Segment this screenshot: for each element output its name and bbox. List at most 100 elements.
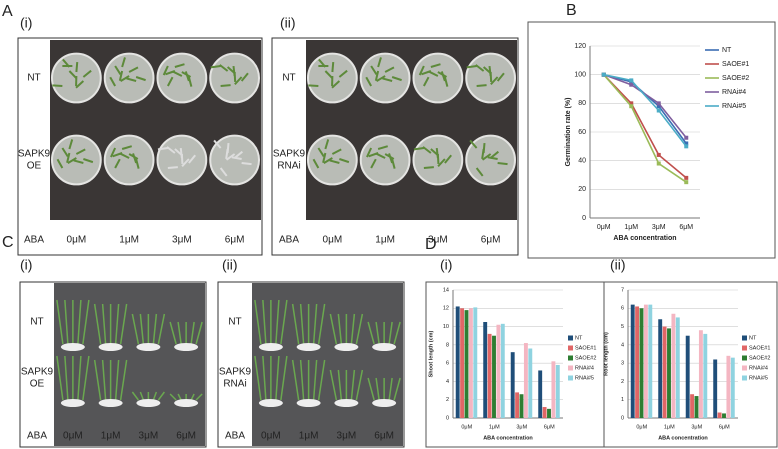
seedling xyxy=(157,313,166,345)
roots xyxy=(296,399,321,407)
bar xyxy=(468,308,473,418)
petri-dish xyxy=(51,134,102,186)
concentration-label: 0μM xyxy=(261,431,281,442)
seedling xyxy=(220,84,231,87)
line xyxy=(603,74,687,183)
seedling xyxy=(339,158,350,164)
seedling xyxy=(422,146,432,154)
seedling xyxy=(101,303,107,345)
concentration-label: 6μM xyxy=(374,431,394,442)
legend-swatch xyxy=(742,335,747,341)
petri-dish xyxy=(103,134,155,186)
x-tick-label: 3μM xyxy=(516,424,527,430)
marker xyxy=(629,101,634,106)
seedling xyxy=(367,321,375,345)
seedling xyxy=(317,147,325,157)
panel-label: C xyxy=(2,234,14,251)
seedling xyxy=(376,75,386,83)
x-tick-label: 6μM xyxy=(544,424,555,430)
bar xyxy=(630,304,635,418)
bar xyxy=(460,308,465,418)
seedling xyxy=(162,65,169,76)
y-tick-label: 20 xyxy=(578,186,586,193)
x-tick-label: 6μM xyxy=(719,424,730,430)
seedling xyxy=(121,145,133,150)
bar xyxy=(639,308,644,418)
seedling xyxy=(231,156,242,160)
bar xyxy=(523,343,528,418)
roots xyxy=(174,399,199,407)
panel-tag: (i) xyxy=(20,257,32,273)
seedling xyxy=(384,153,395,160)
row-label: SAPK9 xyxy=(21,367,54,378)
seedling xyxy=(329,313,338,345)
seedling xyxy=(225,153,236,161)
seedling xyxy=(61,147,69,157)
line xyxy=(603,73,687,139)
seedling xyxy=(131,391,139,401)
seedling xyxy=(240,72,249,82)
y-tick-label: 120 xyxy=(574,43,586,50)
seedling xyxy=(312,359,318,401)
seedling xyxy=(262,355,267,401)
legend-label: SAOE#1 xyxy=(722,61,749,68)
bar xyxy=(519,394,524,418)
marker xyxy=(629,78,634,83)
roots xyxy=(334,343,359,351)
bar xyxy=(726,355,731,418)
bar xyxy=(662,326,667,418)
y-tick-label: 0 xyxy=(446,415,449,421)
y-tick-label: 7 xyxy=(621,287,624,293)
marker xyxy=(656,104,661,109)
seedling xyxy=(82,355,90,401)
x-tick-label: 6μM xyxy=(679,224,693,231)
legend-label: SAOE#2 xyxy=(575,355,596,361)
bar xyxy=(730,357,735,418)
marker xyxy=(656,161,661,166)
panel-tag: (ii) xyxy=(610,257,626,273)
line xyxy=(603,73,687,147)
seedling xyxy=(118,70,124,81)
seedling xyxy=(299,303,305,345)
x-tick-label: 1μM xyxy=(489,424,500,430)
marker xyxy=(629,104,634,109)
seedling xyxy=(68,70,78,79)
roots xyxy=(258,399,283,407)
bar xyxy=(667,328,671,418)
seedling xyxy=(135,158,140,169)
concentration-label: 1μM xyxy=(375,235,395,246)
seedling xyxy=(83,158,94,164)
bar xyxy=(510,352,515,418)
concentration-label: 1μM xyxy=(119,235,139,246)
concentration-label: 0μM xyxy=(63,431,83,442)
seedling xyxy=(187,76,193,87)
seedling xyxy=(350,369,356,401)
concentration-label: 3μM xyxy=(337,431,357,442)
bar xyxy=(483,322,488,418)
seedling xyxy=(331,80,341,89)
marker xyxy=(684,180,689,185)
bar xyxy=(496,324,501,418)
legend-label: RNAi#5 xyxy=(749,375,768,381)
photo-frame xyxy=(271,37,519,256)
seedling xyxy=(299,359,305,401)
seedling xyxy=(382,77,393,82)
concentration-label: 6μM xyxy=(176,431,196,442)
roots xyxy=(98,343,123,351)
seedling xyxy=(77,299,82,345)
seedling xyxy=(418,65,425,76)
x-tick-label: 1μM xyxy=(664,424,675,430)
y-tick-label: 0 xyxy=(621,415,624,421)
row-label: OE xyxy=(30,379,45,390)
bar xyxy=(635,306,640,418)
bar xyxy=(648,304,653,418)
seedling xyxy=(487,156,498,160)
seedling xyxy=(312,303,318,345)
bar xyxy=(551,361,556,418)
bar xyxy=(473,307,478,418)
petri-dish xyxy=(103,52,155,104)
legend-swatch xyxy=(742,375,747,381)
y-tick-label: 2 xyxy=(446,397,449,403)
bar xyxy=(500,323,505,418)
y-axis-title: Germination rate (%) xyxy=(565,98,572,167)
